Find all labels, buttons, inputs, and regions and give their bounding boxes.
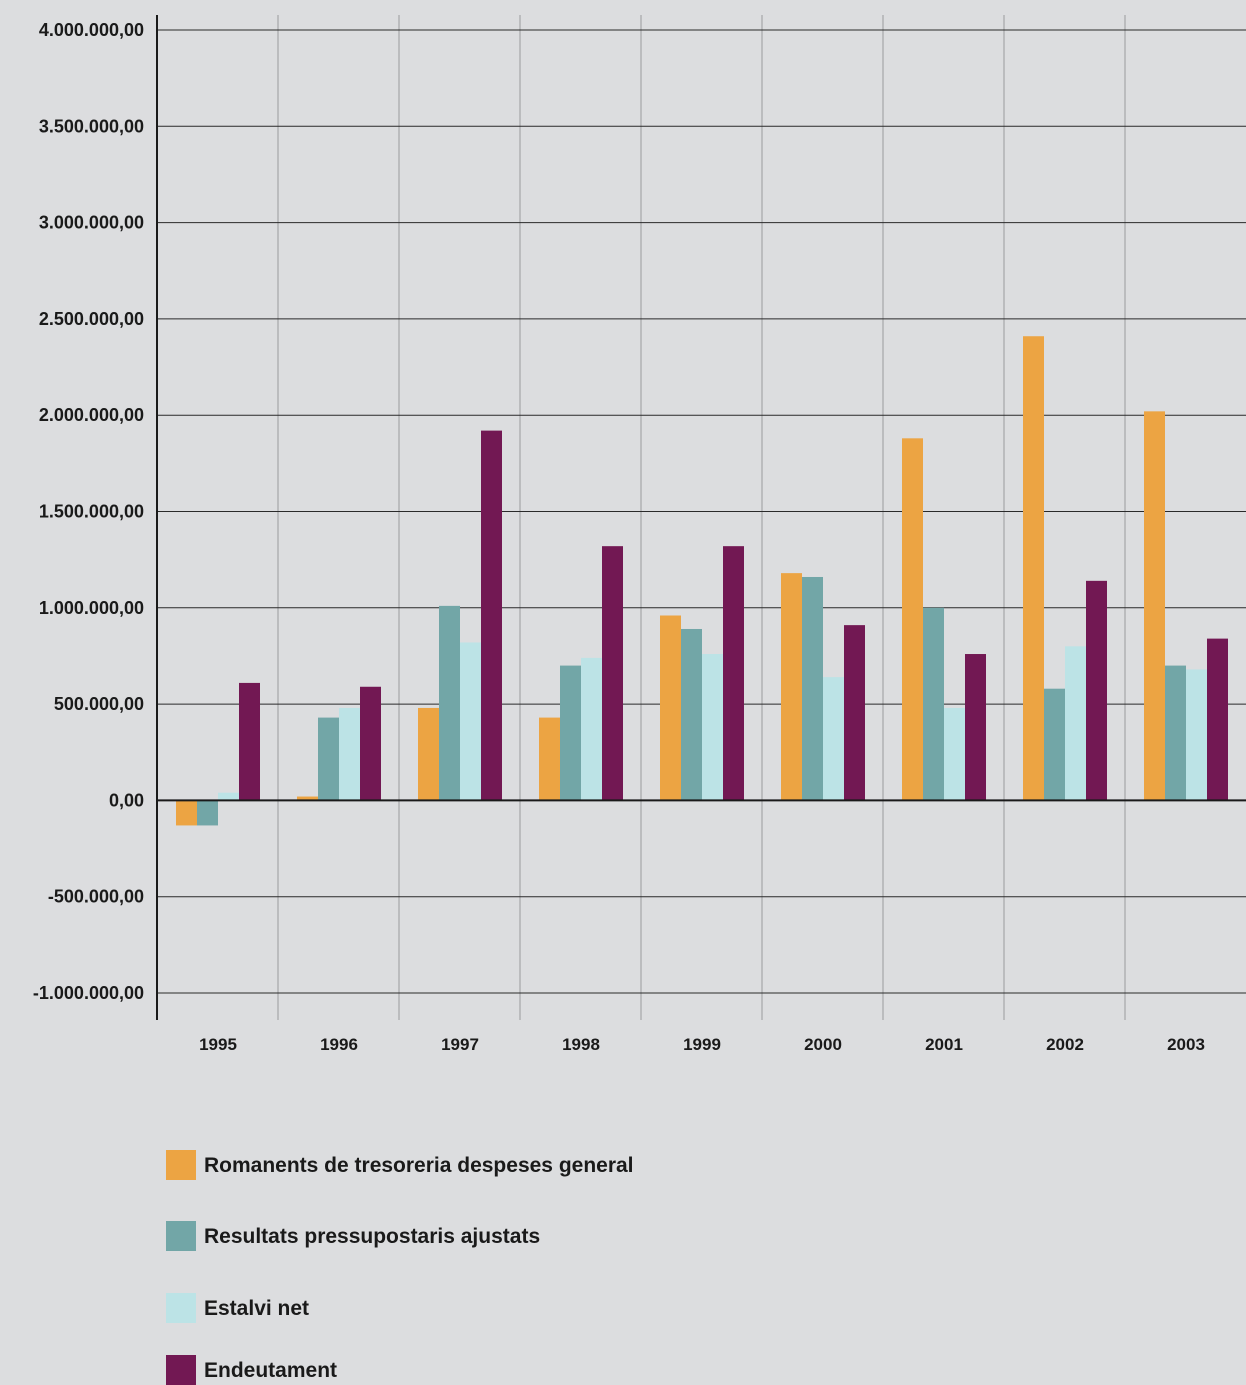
bar xyxy=(923,607,944,801)
y-tick-label: 1.500.000,00 xyxy=(39,502,144,522)
x-tick-label: 2000 xyxy=(804,1035,842,1054)
bar xyxy=(418,707,439,801)
y-tick-label: 3.000.000,00 xyxy=(39,213,144,233)
bar xyxy=(460,642,481,801)
legend-label: Estalvi net xyxy=(204,1297,310,1320)
legend-label: Romanents de tresoreria despeses general xyxy=(204,1154,634,1177)
x-tick-labels: 1995 1996 1997 1998 1999 2000 2001 2002 2003 xyxy=(199,1035,1205,1054)
bar xyxy=(560,665,581,801)
axes xyxy=(156,15,1246,1020)
bar xyxy=(339,707,360,801)
y-tick-label: 500.000,00 xyxy=(54,694,144,714)
y-tick-label: 2.500.000,00 xyxy=(39,309,144,329)
bar xyxy=(1065,646,1086,801)
x-tick-label: 2002 xyxy=(1046,1035,1084,1054)
x-tick-label: 1997 xyxy=(441,1035,479,1054)
x-tick-label: 1999 xyxy=(683,1035,721,1054)
bar xyxy=(1186,669,1207,801)
bars xyxy=(176,336,1228,826)
legend-swatch xyxy=(166,1293,196,1323)
gridlines xyxy=(157,15,1246,1020)
x-tick-label: 1995 xyxy=(199,1035,237,1054)
legend-swatch xyxy=(166,1355,196,1385)
bar xyxy=(823,677,844,801)
bar xyxy=(1023,336,1044,801)
x-tick-label: 1996 xyxy=(320,1035,358,1054)
bar xyxy=(802,576,823,801)
bar xyxy=(197,800,218,826)
legend-label: Endeutament xyxy=(204,1359,338,1382)
bar xyxy=(439,605,460,801)
bar xyxy=(176,800,197,826)
bar xyxy=(844,625,865,801)
bar xyxy=(1207,638,1228,801)
x-tick-label: 1998 xyxy=(562,1035,600,1054)
bar xyxy=(723,546,744,801)
bar xyxy=(539,717,560,801)
bar xyxy=(481,430,502,801)
y-tick-labels: -1.000.000,00 -500.000,00 0,00 500.000,00 1.… xyxy=(33,20,144,1003)
y-tick-label: 3.500.000,00 xyxy=(39,116,144,136)
bar xyxy=(681,628,702,801)
bar xyxy=(1044,688,1065,801)
bar xyxy=(602,546,623,801)
bar xyxy=(1165,665,1186,801)
bar xyxy=(702,654,723,801)
bar xyxy=(781,573,802,801)
bar xyxy=(944,707,965,801)
y-tick-label: -500.000,00 xyxy=(48,887,144,907)
y-tick-label: 4.000.000,00 xyxy=(39,20,144,40)
bar xyxy=(1144,411,1165,801)
bar xyxy=(360,686,381,801)
bar xyxy=(1086,580,1107,801)
y-tick-label: 0,00 xyxy=(109,790,144,810)
legend-swatch xyxy=(166,1221,196,1251)
bar xyxy=(318,717,339,801)
y-tick-label: -1.000.000,00 xyxy=(33,983,144,1003)
bar xyxy=(239,682,260,801)
x-tick-label: 2001 xyxy=(925,1035,963,1054)
bar xyxy=(581,657,602,801)
bar xyxy=(297,796,318,801)
x-tick-label: 2003 xyxy=(1167,1035,1205,1054)
bar xyxy=(902,438,923,801)
y-tick-label: 2.000.000,00 xyxy=(39,405,144,425)
bar xyxy=(218,792,239,801)
legend-label: Resultats pressupostaris ajustats xyxy=(204,1225,541,1248)
bar xyxy=(660,615,681,801)
y-tick-label: 1.000.000,00 xyxy=(39,598,144,618)
bar xyxy=(965,654,986,801)
legend-swatch xyxy=(166,1150,196,1180)
